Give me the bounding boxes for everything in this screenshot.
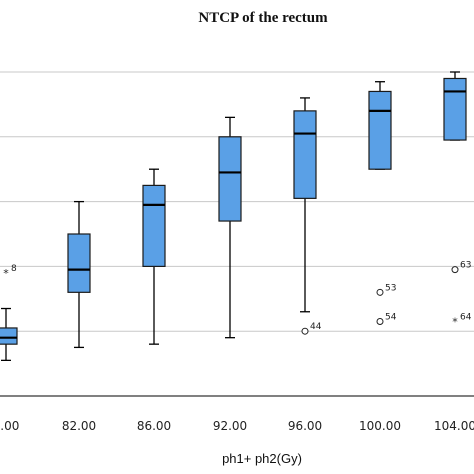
outlier-circle	[376, 317, 384, 325]
box-series	[0, 71, 467, 362]
outlier-circle	[451, 266, 459, 274]
outlier-0: * 8	[3, 264, 17, 280]
outlier-3: 54	[376, 312, 397, 325]
box-iqr	[368, 90, 392, 170]
box-4	[293, 97, 317, 313]
x-tick-label-2: 86.00	[137, 419, 171, 433]
outlier-label: 53	[385, 283, 396, 293]
x-tick-labels: 2.00 82.00 86.00 92.00 96.00 100.00 104.00	[0, 419, 474, 433]
box-iqr	[293, 110, 317, 199]
x-tick-label-1: 82.00	[62, 419, 96, 433]
outlier-label: 64	[460, 312, 472, 322]
outlier-star: *	[3, 267, 9, 280]
outlier-label: 54	[385, 312, 397, 322]
outlier-4: 63	[451, 261, 471, 274]
chart-title: NTCP of the rectum	[198, 10, 328, 26]
x-tick-label-0: 2.00	[0, 419, 19, 433]
box-iqr	[218, 136, 242, 222]
outlier-label: 8	[11, 264, 17, 274]
outlier-circle	[376, 288, 384, 296]
box-3	[218, 116, 242, 339]
x-axis-label: ph1+ ph2(Gy)	[222, 451, 302, 466]
outlier-1: 44	[301, 322, 322, 335]
x-tick-label-6: 104.00	[434, 419, 474, 433]
box-2	[142, 168, 166, 345]
box-6	[443, 71, 467, 141]
outlier-5: * 64	[452, 312, 471, 328]
box-iqr	[142, 184, 166, 267]
outlier-circle	[301, 327, 309, 335]
outlier-2: 53	[376, 283, 396, 296]
box-iqr	[443, 77, 467, 141]
x-tick-label-3: 92.00	[213, 419, 247, 433]
outlier-label: 44	[310, 322, 322, 332]
outlier-star: *	[452, 315, 458, 328]
x-tick-label-5: 100.00	[359, 419, 401, 433]
box-5	[368, 81, 392, 170]
box-0	[0, 307, 18, 362]
x-tick-label-4: 96.00	[288, 419, 322, 433]
box-iqr	[0, 327, 18, 345]
box-iqr	[67, 233, 91, 293]
box-1	[67, 200, 91, 349]
outlier-label: 63	[460, 261, 471, 271]
